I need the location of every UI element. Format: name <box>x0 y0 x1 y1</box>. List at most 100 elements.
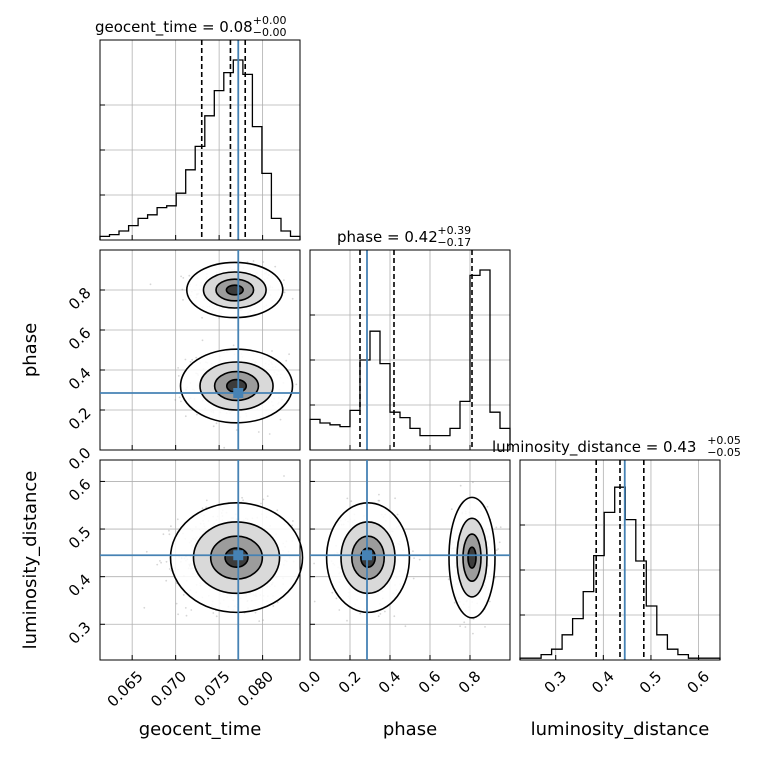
x-axis-label-geocent_time: geocent_time <box>139 719 262 740</box>
panel-phase-luminosity_distance-sample-point <box>379 613 382 615</box>
panel-phase-luminosity_distance-sample-point <box>377 499 380 502</box>
text-layer: 0.065 0.070 0.075 0.080 0.0 0.2 0.4 0.6 0.8 0.3 0.… <box>20 14 741 740</box>
panel-phase-luminosity_distance-sample-point <box>338 609 341 611</box>
y-tick-label-phase: 0.2 <box>65 404 95 434</box>
panel-geocent_time-luminosity_distance-sample-point <box>292 520 294 522</box>
panel-geocent_time-luminosity_distance-sample-point <box>170 525 172 528</box>
panel-phase-luminosity_distance-contour <box>448 496 496 619</box>
y-tick-label-phase: 0.6 <box>65 324 95 354</box>
panel-geocent_time-luminosity_distance-sample-point <box>291 524 294 527</box>
panel-geocent_time-phase-sample-point <box>235 429 238 431</box>
panel-phase-luminosity_distance-sample-point <box>335 597 338 600</box>
panel-geocent_time-phase-contour <box>225 284 244 296</box>
panel-phase-luminosity_distance-sample-point <box>404 625 407 628</box>
panel-phase-luminosity_distance-sample-point <box>447 578 450 581</box>
hist-geocent_time-bars <box>99 59 301 240</box>
panel-geocent_time-luminosity_distance-sample-point <box>156 563 159 566</box>
panel-geocent_time-luminosity_distance-sample-point <box>168 533 171 536</box>
y-tick-label-luminosity_distance: 0.5 <box>65 523 95 553</box>
panel-geocent_time-luminosity_distance-sample-point <box>162 533 165 536</box>
panel-phase-luminosity_distance-contour <box>340 521 396 595</box>
x-tick-label-phase: 0.8 <box>455 667 485 697</box>
panel-geocent_time-phase-sample-point <box>291 297 294 300</box>
panel-geocent_time-phase-sample-point <box>184 358 187 361</box>
hist-phase-frame <box>309 249 511 451</box>
panel-geocent_time-phase-sample-point <box>271 350 273 352</box>
panel-geocent_time-phase-sample-point <box>196 413 198 416</box>
panel-geocent_time-luminosity_distance-sample-point <box>168 529 170 532</box>
panel-geocent_time-phase-sample-point <box>201 339 204 342</box>
panel-phase-luminosity_distance-contour <box>462 533 482 582</box>
panel-geocent_time-luminosity_distance-sample-point <box>272 605 275 607</box>
panel-geocent_time-phase-sample-point <box>184 415 187 418</box>
panel-geocent_time-phase-sample-point <box>288 353 290 356</box>
panel-phase-luminosity_distance-contour <box>350 535 385 580</box>
x-tick-label-luminosity_distance: 0.6 <box>683 667 713 697</box>
x-tick-label-phase: 0.0 <box>295 667 325 697</box>
x-axis-label-luminosity_distance: luminosity_distance <box>531 719 710 740</box>
panel-geocent_time-luminosity_distance-sample-point <box>176 518 179 521</box>
panel-geocent_time-phase-contour <box>202 271 267 309</box>
panel-geocent_time-luminosity_distance-sample-point <box>241 496 244 499</box>
panel-geocent_time-luminosity_distance-sample-point <box>184 607 187 609</box>
panel-geocent_time-luminosity_distance-sample-point <box>190 609 193 611</box>
panel-geocent_time-phase-contour <box>179 348 294 424</box>
panel-geocent_time-luminosity_distance-sample-point <box>185 614 188 617</box>
panel-geocent_time-phase-sample-point <box>188 274 191 277</box>
marks-layer <box>99 39 721 661</box>
panel-phase-luminosity_distance-frame <box>309 459 511 661</box>
x-tick-label-luminosity_distance: 0.4 <box>588 667 618 697</box>
hist-luminosity_distance-frame <box>519 459 721 661</box>
panel-geocent_time-phase-contour <box>199 361 274 411</box>
panel-geocent_time-luminosity_distance-sample-point <box>276 601 279 604</box>
panel-phase-luminosity_distance-sample-point <box>346 497 349 500</box>
title-geocent_time-plus: +0.00 <box>253 14 287 27</box>
panel-phase-luminosity_distance-sample-point <box>495 549 498 551</box>
panel-geocent_time-luminosity_distance-sample-point <box>266 495 269 497</box>
title-phase: phase = 0.42 <box>337 228 438 246</box>
hist-phase-bars <box>309 269 511 450</box>
panel-geocent_time-phase-sample-point <box>215 422 218 425</box>
title-luminosity_distance-plus: +0.05 <box>707 434 741 447</box>
y-axis-label-luminosity_distance: luminosity_distance <box>20 471 41 650</box>
panel-phase-luminosity_distance-truth-marker <box>362 550 372 561</box>
panel-geocent_time-luminosity_distance-sample-point <box>159 560 161 562</box>
panel-geocent_time-luminosity_distance-contour <box>224 547 249 568</box>
panel-geocent_time-phase-sample-point <box>212 425 215 428</box>
panel-phase-luminosity_distance-sample-point <box>484 626 486 628</box>
panel-geocent_time-luminosity_distance-sample-point <box>160 561 163 564</box>
panel-phase-luminosity_distance-contour <box>456 517 488 598</box>
panel-geocent_time-luminosity_distance-sample-point <box>212 612 215 614</box>
panel-phase-luminosity_distance-sample-point <box>378 499 381 502</box>
x-tick-label-phase: 0.2 <box>335 667 365 697</box>
panel-geocent_time-luminosity_distance-contour <box>192 521 281 595</box>
panel-geocent_time-phase-sample-point <box>232 344 235 347</box>
panel-phase-luminosity_distance-sample-point <box>486 505 489 508</box>
x-tick-label-luminosity_distance: 0.3 <box>541 667 571 697</box>
panel-phase-luminosity_distance-sample-point <box>459 484 462 487</box>
panel-geocent_time-luminosity_distance-sample-point <box>165 579 168 582</box>
panel-geocent_time-phase-sample-point <box>191 358 194 361</box>
panel-phase-luminosity_distance-sample-point <box>313 600 316 603</box>
panel-phase-luminosity_distance-sample-point <box>463 621 466 624</box>
panel-phase-luminosity_distance-sample-point <box>413 557 415 559</box>
y-tick-label-luminosity_distance: 0.4 <box>65 570 95 600</box>
panel-phase-luminosity_distance-contour <box>467 546 477 569</box>
panel-geocent_time-luminosity_distance-sample-point <box>276 509 279 512</box>
panel-phase-luminosity_distance-sample-point <box>412 577 415 580</box>
x-axis-label-phase: phase <box>383 719 437 740</box>
panel-geocent_time-phase-truth-marker <box>233 388 244 398</box>
panel-geocent_time-luminosity_distance-sample-point <box>145 550 148 553</box>
x-tick-label-phase: 0.6 <box>415 667 445 697</box>
panel-phase-luminosity_distance-sample-point <box>394 497 396 500</box>
panel-geocent_time-phase-sample-point <box>218 316 221 319</box>
y-tick-label-luminosity_distance: 0.6 <box>65 475 95 505</box>
panel-phase-luminosity_distance-sample-point <box>412 550 414 553</box>
panel-phase-luminosity_distance-sample-point <box>459 625 461 628</box>
y-tick-label-luminosity_distance: 0.3 <box>65 618 95 648</box>
panel-geocent_time-phase-sample-point <box>181 288 184 291</box>
x-tick-label-geocent_time: 0.065 <box>104 667 147 710</box>
title-geocent_time: geocent_time = 0.08 <box>95 18 253 37</box>
title-luminosity_distance-minus: −0.05 <box>707 446 741 459</box>
